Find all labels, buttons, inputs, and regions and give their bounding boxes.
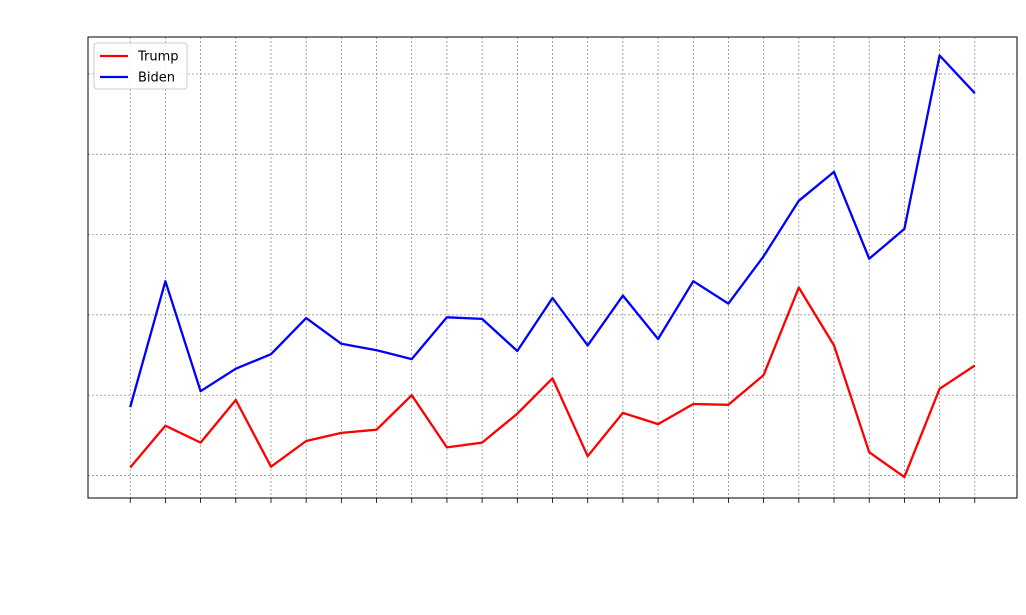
series-line-biden: [129, 54, 976, 408]
grid: [88, 37, 1017, 498]
x-axis-ticks: [129, 498, 976, 503]
legend-label-biden: Biden: [138, 71, 175, 86]
series-line-trump: [129, 286, 976, 479]
legend: Trump Biden: [93, 42, 188, 90]
plot-area-frame: [87, 36, 1018, 499]
legend-label-trump: Trump: [137, 50, 179, 65]
series-lines: [129, 54, 976, 479]
